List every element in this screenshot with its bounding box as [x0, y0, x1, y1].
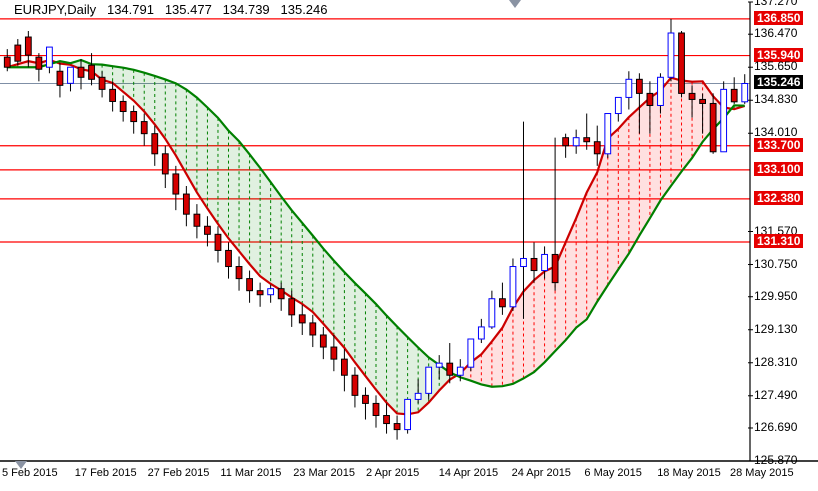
price-tick-label: 129.950 — [754, 289, 797, 303]
date-tick-label: 27 Feb 2015 — [148, 467, 210, 479]
price-tick-label: 126.690 — [754, 420, 797, 434]
candlestick-chart — [0, 0, 818, 491]
date-tick-label: 18 May 2015 — [657, 467, 721, 479]
date-tick-label: 6 May 2015 — [584, 467, 641, 479]
chart-container: EURJPY,Daily 134.791 135.477 134.739 135… — [0, 0, 818, 491]
support-resistance-label: 132.380 — [754, 191, 803, 205]
date-tick-label: 2 Apr 2015 — [366, 467, 419, 479]
price-tick-label: 129.130 — [754, 322, 797, 336]
current-price-label: 135.246 — [754, 75, 803, 89]
support-resistance-label: 131.310 — [754, 234, 803, 248]
price-tick-label: 128.310 — [754, 355, 797, 369]
date-tick-label: 24 Apr 2015 — [512, 467, 571, 479]
date-tick-label: 14 Apr 2015 — [439, 467, 498, 479]
price-tick-label: 130.750 — [754, 257, 797, 271]
support-resistance-label: 133.100 — [754, 162, 803, 176]
ohlc-low: 134.739 — [223, 2, 270, 17]
ohlc-close: 135.246 — [281, 2, 328, 17]
price-tick-label: 136.470 — [754, 26, 797, 40]
date-tick-label: 17 Feb 2015 — [75, 467, 137, 479]
trend-marker-icon — [15, 461, 27, 469]
price-tick-label: 137.270 — [754, 0, 797, 8]
support-resistance-label: 133.700 — [754, 138, 803, 152]
date-tick-label: 23 Mar 2015 — [293, 467, 355, 479]
ohlc-open: 134.791 — [107, 2, 154, 17]
support-resistance-label: 136.850 — [754, 11, 803, 25]
chart-title: EURJPY,Daily 134.791 135.477 134.739 135… — [14, 2, 328, 17]
date-tick-label: 28 May 2015 — [730, 467, 794, 479]
date-tick-label: 11 Mar 2015 — [220, 467, 281, 479]
date-tick-label: 5 Feb 2015 — [2, 467, 58, 479]
ohlc-high: 135.477 — [165, 2, 212, 17]
price-tick-label: 135.650 — [754, 59, 797, 73]
symbol-label: EURJPY,Daily — [14, 2, 96, 17]
trend-marker-icon — [509, 0, 521, 8]
price-tick-label: 134.830 — [754, 92, 797, 106]
price-tick-label: 127.490 — [754, 388, 797, 402]
price-tick-label: 125.870 — [754, 453, 797, 467]
